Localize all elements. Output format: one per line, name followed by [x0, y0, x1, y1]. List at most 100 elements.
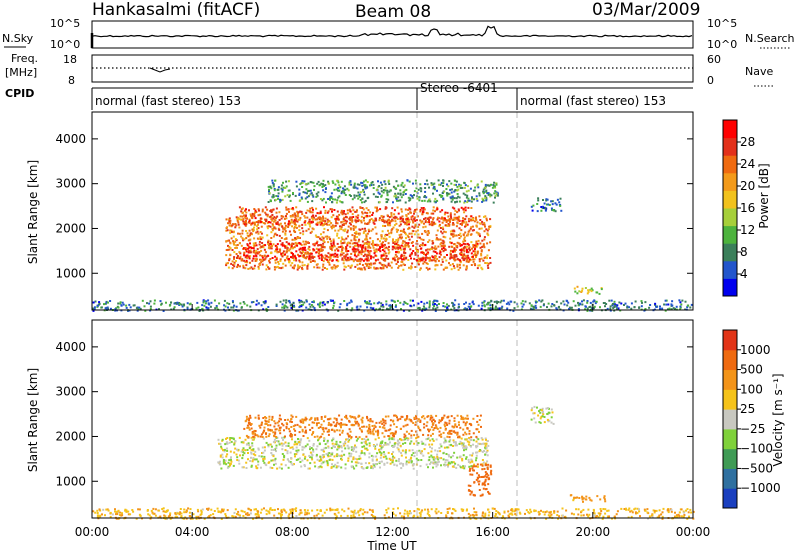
scatter-cell	[237, 264, 239, 266]
scatter-cell	[295, 250, 297, 252]
scatter-cell	[295, 218, 297, 220]
scatter-cell	[436, 307, 438, 309]
scatter-cell	[403, 255, 405, 257]
scatter-cell	[529, 302, 531, 304]
scatter-cell	[468, 433, 470, 435]
scatter-cell	[260, 467, 262, 469]
scatter-cell	[293, 428, 295, 430]
scatter-cell	[342, 187, 344, 189]
scatter-cell	[308, 440, 310, 442]
scatter-cell	[336, 429, 338, 431]
scatter-cell	[348, 453, 350, 455]
scatter-cell	[257, 461, 259, 463]
scatter-cell	[334, 184, 336, 186]
scatter-cell	[466, 201, 468, 203]
scatter-cell	[407, 209, 409, 211]
scatter-cell	[540, 206, 542, 208]
scatter-cell	[308, 455, 310, 457]
scatter-cell	[377, 238, 379, 240]
scatter-cell	[679, 301, 681, 303]
scatter-cell	[479, 489, 481, 491]
scatter-cell	[311, 454, 313, 456]
scatter-cell	[291, 438, 293, 440]
scatter-cell	[434, 303, 436, 305]
scatter-cell	[375, 456, 377, 458]
scatter-cell	[469, 246, 471, 248]
scatter-cell	[399, 199, 401, 201]
scatter-cell	[354, 211, 356, 213]
scatter-cell	[287, 226, 289, 228]
scatter-cell	[373, 187, 375, 189]
scatter-cell	[297, 458, 299, 460]
scatter-cell	[452, 236, 454, 238]
scatter-cell	[608, 300, 610, 302]
scatter-cell	[391, 453, 393, 455]
scatter-cell	[354, 242, 356, 244]
scatter-cell	[234, 226, 236, 228]
scatter-cell	[351, 461, 353, 463]
scatter-cell	[323, 260, 325, 262]
scatter-cell	[338, 465, 340, 467]
scatter-cell	[408, 245, 410, 247]
scatter-cell	[426, 262, 428, 264]
scatter-cell	[245, 230, 247, 232]
scatter-cell	[250, 457, 252, 459]
scatter-cell	[319, 443, 321, 445]
scatter-cell	[461, 207, 463, 209]
scatter-cell	[416, 259, 418, 261]
scatter-cell	[270, 452, 272, 454]
scatter-cell	[279, 432, 281, 434]
y-tick-label: 4000	[55, 132, 86, 146]
scatter-cell	[345, 222, 347, 224]
scatter-cell	[196, 307, 198, 309]
scatter-cell	[486, 218, 488, 220]
scatter-cell	[381, 215, 383, 217]
scatter-cell	[343, 191, 345, 193]
scatter-cell	[372, 433, 374, 435]
scatter-cell	[363, 181, 365, 183]
scatter-cell	[338, 415, 340, 417]
scatter-cell	[437, 219, 439, 221]
scatter-cell	[253, 227, 255, 229]
scatter-cell	[314, 185, 316, 187]
scatter-cell	[242, 220, 244, 222]
scatter-cell	[295, 260, 297, 262]
scatter-cell	[302, 446, 304, 448]
scatter-cell	[397, 207, 399, 209]
scatter-cell	[382, 225, 384, 227]
scatter-cell	[463, 233, 465, 235]
scatter-cell	[386, 462, 388, 464]
scatter-cell	[345, 213, 347, 215]
scatter-cell	[402, 218, 404, 220]
scatter-cell	[303, 191, 305, 193]
scatter-cell	[431, 447, 433, 449]
scatter-cell	[376, 233, 378, 235]
scatter-cell	[301, 197, 303, 199]
scatter-cell	[361, 201, 363, 203]
scatter-cell	[251, 442, 253, 444]
scatter-cell	[480, 443, 482, 445]
scatter-cell	[441, 245, 443, 247]
scatter-cell	[126, 307, 128, 309]
scatter-cell	[365, 179, 367, 181]
scatter-cell	[379, 219, 381, 221]
scatter-cell	[476, 445, 478, 447]
scatter-cell	[477, 466, 479, 468]
scatter-cell	[255, 210, 257, 212]
scatter-cell	[366, 212, 368, 214]
scatter-cell	[599, 293, 601, 295]
scatter-cell	[253, 243, 255, 245]
scatter-cell	[259, 259, 261, 261]
scatter-cell	[257, 464, 259, 466]
scatter-cell	[345, 238, 347, 240]
scatter-cell	[302, 241, 304, 243]
scatter-cell	[267, 243, 269, 245]
scatter-cell	[272, 431, 274, 433]
scatter-cell	[537, 199, 539, 201]
scatter-cell	[379, 217, 381, 219]
scatter-cell	[342, 430, 344, 432]
scatter-cell	[428, 307, 430, 309]
scatter-cell	[472, 301, 474, 303]
scatter-cell	[310, 257, 312, 259]
scatter-cell	[229, 232, 231, 234]
